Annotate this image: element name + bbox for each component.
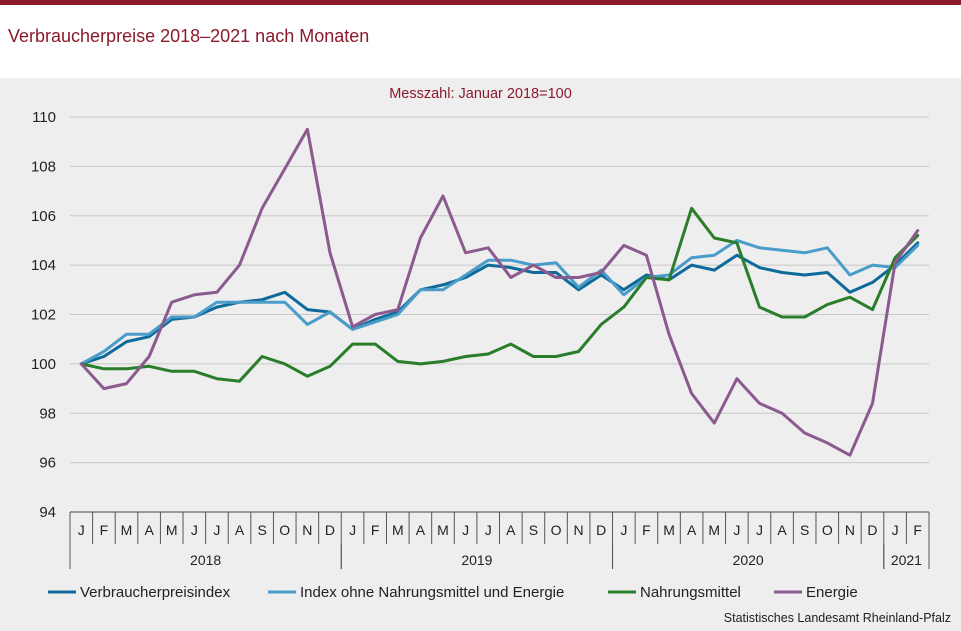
month-tick-label: A xyxy=(235,522,245,538)
series-line-index-ohne-nahrungsmittel-und-energie xyxy=(79,238,920,366)
legend: Verbraucherpreisindex Index ohne Nahrungs… xyxy=(48,584,858,601)
month-tick-label: N xyxy=(845,522,855,538)
y-tick-label: 110 xyxy=(32,109,56,126)
month-tick-label: M xyxy=(708,522,720,538)
month-tick-label: O xyxy=(822,522,833,538)
legend-label: Energie xyxy=(806,584,858,601)
month-tick-label: A xyxy=(144,522,154,538)
month-tick-label: F xyxy=(913,522,922,538)
x-axis: J F M A M J J A S O N D J F M A M J J A S O N D J F M A M J J A S O N D J F20… xyxy=(69,511,930,569)
legend-label: Index ohne Nahrungsmittel und Energie xyxy=(300,584,564,601)
month-tick-label: N xyxy=(302,522,312,538)
month-tick-label: O xyxy=(279,522,290,538)
month-tick-label: J xyxy=(213,522,220,538)
legend-label: Verbraucherpreisindex xyxy=(80,584,231,601)
month-tick-label: J xyxy=(462,522,469,538)
y-tick-label: 94 xyxy=(39,504,56,521)
y-axis-ticks: 94 96 98 100 102 104 106 108 110 xyxy=(31,109,56,521)
month-tick-label: S xyxy=(257,522,266,538)
month-tick-label: F xyxy=(371,522,380,538)
month-tick-label: J xyxy=(620,522,627,538)
month-tick-label: A xyxy=(416,522,426,538)
series-line-nahrungsmittel xyxy=(79,206,920,383)
month-tick-label: D xyxy=(325,522,335,538)
month-tick-label: J xyxy=(733,522,740,538)
y-tick-label: 96 xyxy=(39,455,56,472)
y-tick-label: 104 xyxy=(31,257,56,274)
month-tick-label: J xyxy=(78,522,85,538)
month-tick-label: A xyxy=(506,522,516,538)
year-tick-label: 2019 xyxy=(461,552,492,568)
year-tick-label: 2021 xyxy=(891,552,922,568)
year-tick-label: 2018 xyxy=(190,552,221,568)
month-tick-label: A xyxy=(777,522,787,538)
month-tick-label: J xyxy=(191,522,198,538)
month-tick-label: D xyxy=(867,522,877,538)
chart-subtitle: Messzahl: Januar 2018=100 xyxy=(389,86,572,102)
month-tick-label: J xyxy=(485,522,492,538)
month-tick-label: F xyxy=(642,522,651,538)
month-tick-label: M xyxy=(663,522,675,538)
month-tick-label: J xyxy=(892,522,899,538)
month-tick-label: S xyxy=(529,522,538,538)
month-tick-label: N xyxy=(574,522,584,538)
page-title: Verbraucherpreise 2018–2021 nach Monaten xyxy=(8,26,370,46)
y-tick-label: 98 xyxy=(39,405,56,422)
source-note: Statistisches Landesamt Rheinland-Pfalz xyxy=(723,611,951,625)
month-tick-label: M xyxy=(437,522,449,538)
y-tick-label: 102 xyxy=(31,307,56,324)
year-tick-label: 2020 xyxy=(733,552,764,568)
month-tick-label: M xyxy=(392,522,404,538)
plot-area xyxy=(79,127,920,457)
legend-label: Nahrungsmittel xyxy=(640,584,741,601)
series-line-energie xyxy=(79,127,920,457)
month-tick-label: M xyxy=(121,522,133,538)
series-line-verbraucherpreisindex xyxy=(79,241,920,366)
month-tick-label: J xyxy=(349,522,356,538)
y-tick-label: 106 xyxy=(31,208,56,225)
month-tick-label: D xyxy=(596,522,606,538)
y-tick-label: 100 xyxy=(31,356,56,373)
y-tick-label: 108 xyxy=(31,158,56,175)
grid-lines xyxy=(70,116,929,513)
month-tick-label: S xyxy=(800,522,809,538)
month-tick-label: M xyxy=(166,522,178,538)
month-tick-label: A xyxy=(687,522,697,538)
top-accent-bar xyxy=(0,0,961,5)
month-tick-label: J xyxy=(756,522,763,538)
month-tick-label: F xyxy=(100,522,109,538)
month-tick-label: O xyxy=(551,522,562,538)
